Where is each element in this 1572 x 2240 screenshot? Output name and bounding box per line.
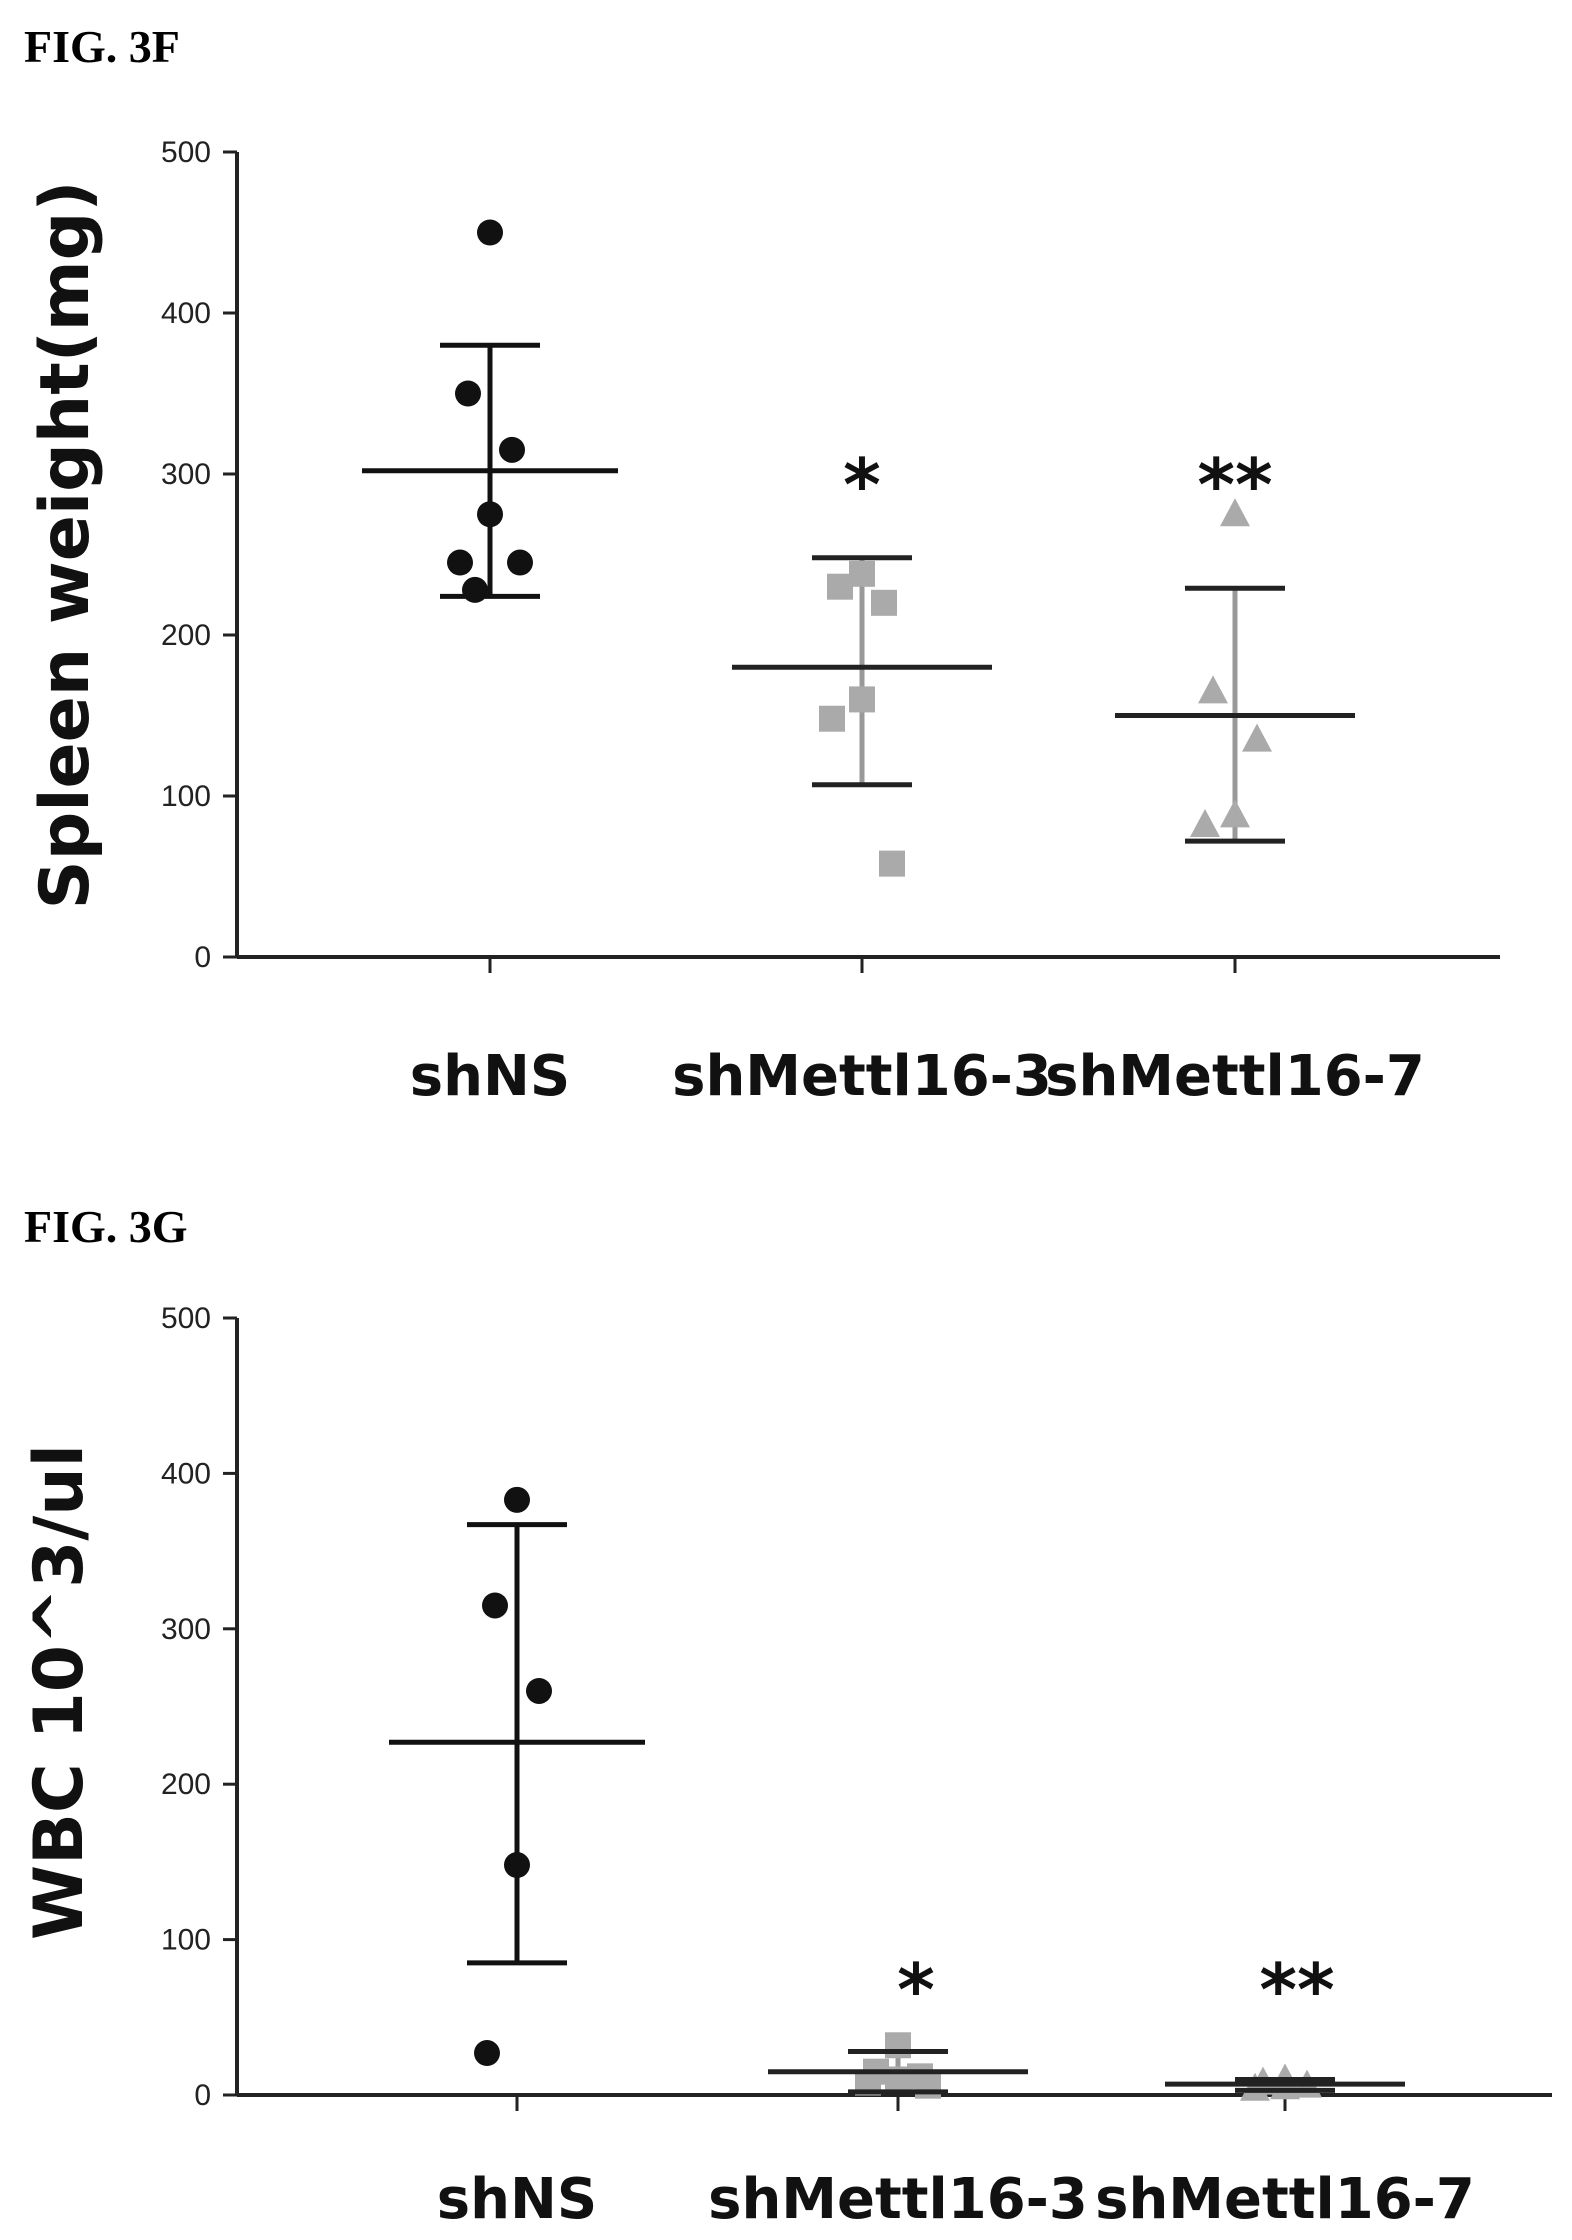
y-tick-label: 100 [161, 1924, 211, 1957]
x-category-label: shMettl16-3 [708, 2167, 1088, 2232]
y-tick-label: 500 [161, 1302, 211, 1335]
data-point [885, 2032, 911, 2059]
significance-label: ** [1259, 1948, 1334, 2032]
data-point [1190, 808, 1220, 837]
y-tick: 200 [161, 1768, 237, 1801]
plot-marks [362, 219, 1355, 877]
x-category-shmettl16-3: shMettl16-3 [672, 957, 1052, 1109]
y-tick-label: 400 [161, 1457, 211, 1490]
x-category-label: shNS [410, 1044, 570, 1109]
y-tick-label: 100 [161, 780, 211, 813]
data-point [477, 501, 503, 528]
data-point [482, 1592, 508, 1619]
y-tick: 400 [161, 297, 237, 330]
data-point [819, 705, 845, 732]
x-category-shns: shNS [410, 957, 570, 1109]
y-axis-title-spleen: Spleen weight(mg) [26, 181, 105, 910]
y-tick-label: 400 [161, 297, 211, 330]
data-point [504, 1852, 530, 1879]
x-categories: shNS shMettl16-3 shMettl16-7 [410, 957, 1425, 1109]
y-tick: 100 [161, 1924, 237, 1957]
x-category-shns: shNS [437, 2095, 597, 2232]
y-tick-label: 500 [161, 136, 211, 169]
y-tick: 0 [194, 2079, 237, 2112]
significance-labels: * ** [897, 1948, 1334, 2032]
data-point [455, 380, 481, 407]
data-point [1240, 2072, 1270, 2101]
y-ticks: 0 100 200 300 400 500 [161, 1302, 237, 2112]
x-category-label: shMettl16-7 [1045, 1044, 1425, 1109]
data-point [827, 573, 853, 600]
y-ticks: 0 100 200 300 400 500 [161, 136, 237, 974]
panel-fig-3g: FIG. 3G WBC 10^3/ul 0 100 200 300 400 50… [20, 1201, 1552, 2232]
data-point [447, 549, 473, 576]
y-tick-label: 0 [194, 2079, 211, 2112]
data-point [499, 436, 525, 463]
y-tick: 100 [161, 780, 237, 813]
y-tick: 300 [161, 458, 237, 491]
x-category-label: shMettl16-7 [1095, 2167, 1475, 2232]
panel-fig-3f: FIG. 3F Spleen weight(mg) 0 100 200 300 … [24, 21, 1500, 1109]
significance-label: * [897, 1948, 935, 2032]
x-category-shmettl16-7: shMettl16-7 [1045, 957, 1425, 1109]
figure-label-3g: FIG. 3G [24, 1201, 188, 1252]
data-point [849, 686, 875, 713]
y-tick-label: 200 [161, 1768, 211, 1801]
data-point [504, 1486, 530, 1513]
y-tick: 400 [161, 1457, 237, 1490]
y-tick: 500 [161, 136, 237, 169]
significance-labels: * ** [843, 443, 1272, 527]
y-axis-title-wbc: WBC 10^3/ul [20, 1444, 99, 1940]
x-category-shmettl16-3: shMettl16-3 [708, 2095, 1088, 2232]
data-point [507, 549, 533, 576]
y-tick: 0 [194, 941, 237, 974]
data-point [879, 850, 905, 877]
x-category-label: shMettl16-3 [672, 1044, 1052, 1109]
y-tick-label: 200 [161, 619, 211, 652]
data-point [1220, 799, 1250, 828]
data-point [915, 2072, 941, 2099]
y-tick: 300 [161, 1613, 237, 1646]
plot-marks [389, 1486, 1405, 2101]
data-point [1220, 498, 1250, 527]
data-point [1242, 723, 1272, 752]
data-point [849, 560, 875, 587]
significance-label: * [843, 443, 881, 527]
data-point [477, 219, 503, 246]
data-point [1198, 675, 1228, 704]
data-point [474, 2040, 500, 2067]
data-point [462, 576, 488, 603]
x-category-shmettl16-7: shMettl16-7 [1095, 2095, 1475, 2232]
figure-label-3f: FIG. 3F [24, 21, 180, 72]
y-tick-label: 300 [161, 1613, 211, 1646]
y-tick: 500 [161, 1302, 237, 1335]
y-tick: 200 [161, 619, 237, 652]
y-tick-label: 300 [161, 458, 211, 491]
data-point [871, 589, 897, 616]
x-category-label: shNS [437, 2167, 597, 2232]
x-categories: shNS shMettl16-3 shMettl16-7 [437, 2095, 1475, 2232]
y-tick-label: 0 [194, 941, 211, 974]
data-point [526, 1677, 552, 1704]
